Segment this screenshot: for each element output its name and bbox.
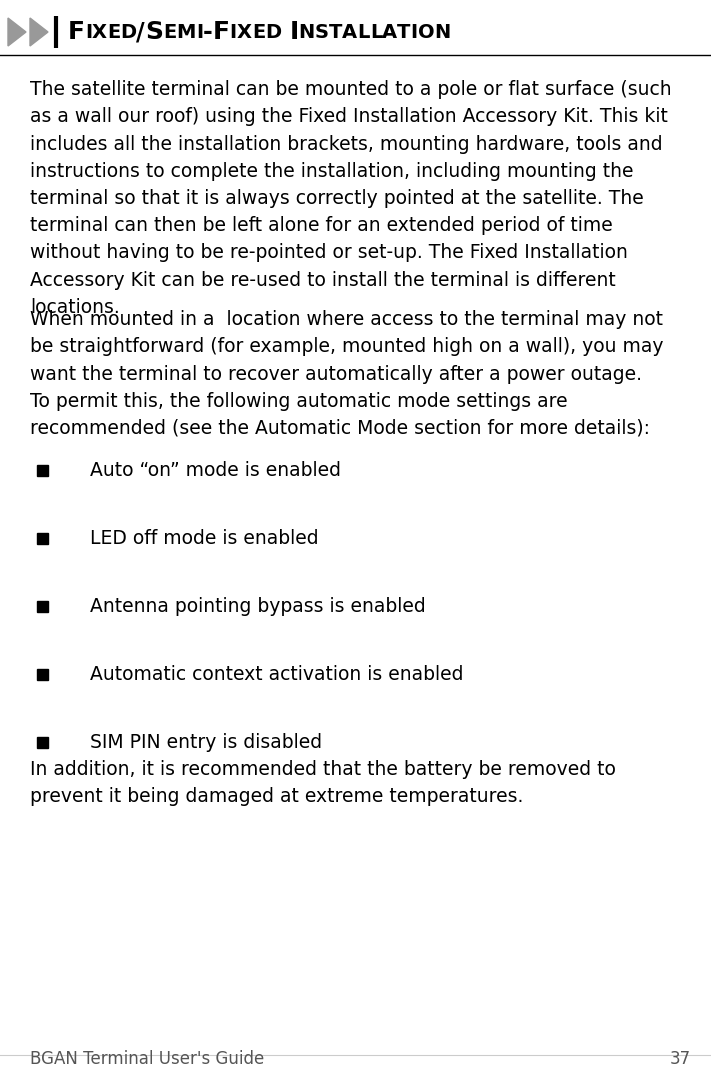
Text: L: L bbox=[370, 23, 382, 41]
Text: I: I bbox=[196, 23, 203, 41]
Text: X: X bbox=[92, 23, 107, 41]
Text: E: E bbox=[252, 23, 265, 41]
Text: -: - bbox=[203, 20, 213, 44]
Text: LED off mode is enabled: LED off mode is enabled bbox=[90, 529, 319, 547]
Polygon shape bbox=[36, 601, 48, 611]
Text: D: D bbox=[120, 23, 137, 41]
Text: O: O bbox=[418, 23, 434, 41]
Polygon shape bbox=[36, 532, 48, 544]
Text: A: A bbox=[342, 23, 358, 41]
Text: I: I bbox=[411, 23, 418, 41]
Text: T: T bbox=[329, 23, 342, 41]
Polygon shape bbox=[8, 18, 26, 46]
Text: S: S bbox=[315, 23, 329, 41]
Text: F: F bbox=[68, 20, 85, 44]
Text: I: I bbox=[230, 23, 237, 41]
Text: I: I bbox=[289, 20, 299, 44]
Text: 37: 37 bbox=[670, 1050, 691, 1068]
Text: In addition, it is recommended that the battery be removed to
prevent it being d: In addition, it is recommended that the … bbox=[30, 761, 616, 806]
Text: L: L bbox=[358, 23, 370, 41]
Text: S: S bbox=[145, 20, 163, 44]
Text: X: X bbox=[237, 23, 252, 41]
Polygon shape bbox=[36, 465, 48, 475]
Text: /: / bbox=[137, 20, 145, 44]
Text: F: F bbox=[213, 20, 230, 44]
Text: When mounted in a  location where access to the terminal may not
be straightforw: When mounted in a location where access … bbox=[30, 310, 663, 438]
Text: E: E bbox=[107, 23, 120, 41]
Text: Antenna pointing bypass is enabled: Antenna pointing bypass is enabled bbox=[90, 596, 426, 616]
Text: A: A bbox=[382, 23, 397, 41]
Text: T: T bbox=[397, 23, 411, 41]
Text: The satellite terminal can be mounted to a pole or flat surface (such
as a wall : The satellite terminal can be mounted to… bbox=[30, 81, 672, 317]
Text: Automatic context activation is enabled: Automatic context activation is enabled bbox=[90, 665, 464, 683]
Text: SIM PIN entry is disabled: SIM PIN entry is disabled bbox=[90, 732, 322, 752]
Text: Auto “on” mode is enabled: Auto “on” mode is enabled bbox=[90, 460, 341, 480]
Text: I: I bbox=[85, 23, 92, 41]
Text: N: N bbox=[434, 23, 451, 41]
Polygon shape bbox=[30, 18, 48, 46]
Text: E: E bbox=[163, 23, 176, 41]
Text: M: M bbox=[176, 23, 196, 41]
Text: D: D bbox=[265, 23, 281, 41]
Polygon shape bbox=[36, 737, 48, 747]
Text: N: N bbox=[299, 23, 315, 41]
Text: BGAN Terminal User's Guide: BGAN Terminal User's Guide bbox=[30, 1050, 264, 1068]
Polygon shape bbox=[36, 668, 48, 680]
